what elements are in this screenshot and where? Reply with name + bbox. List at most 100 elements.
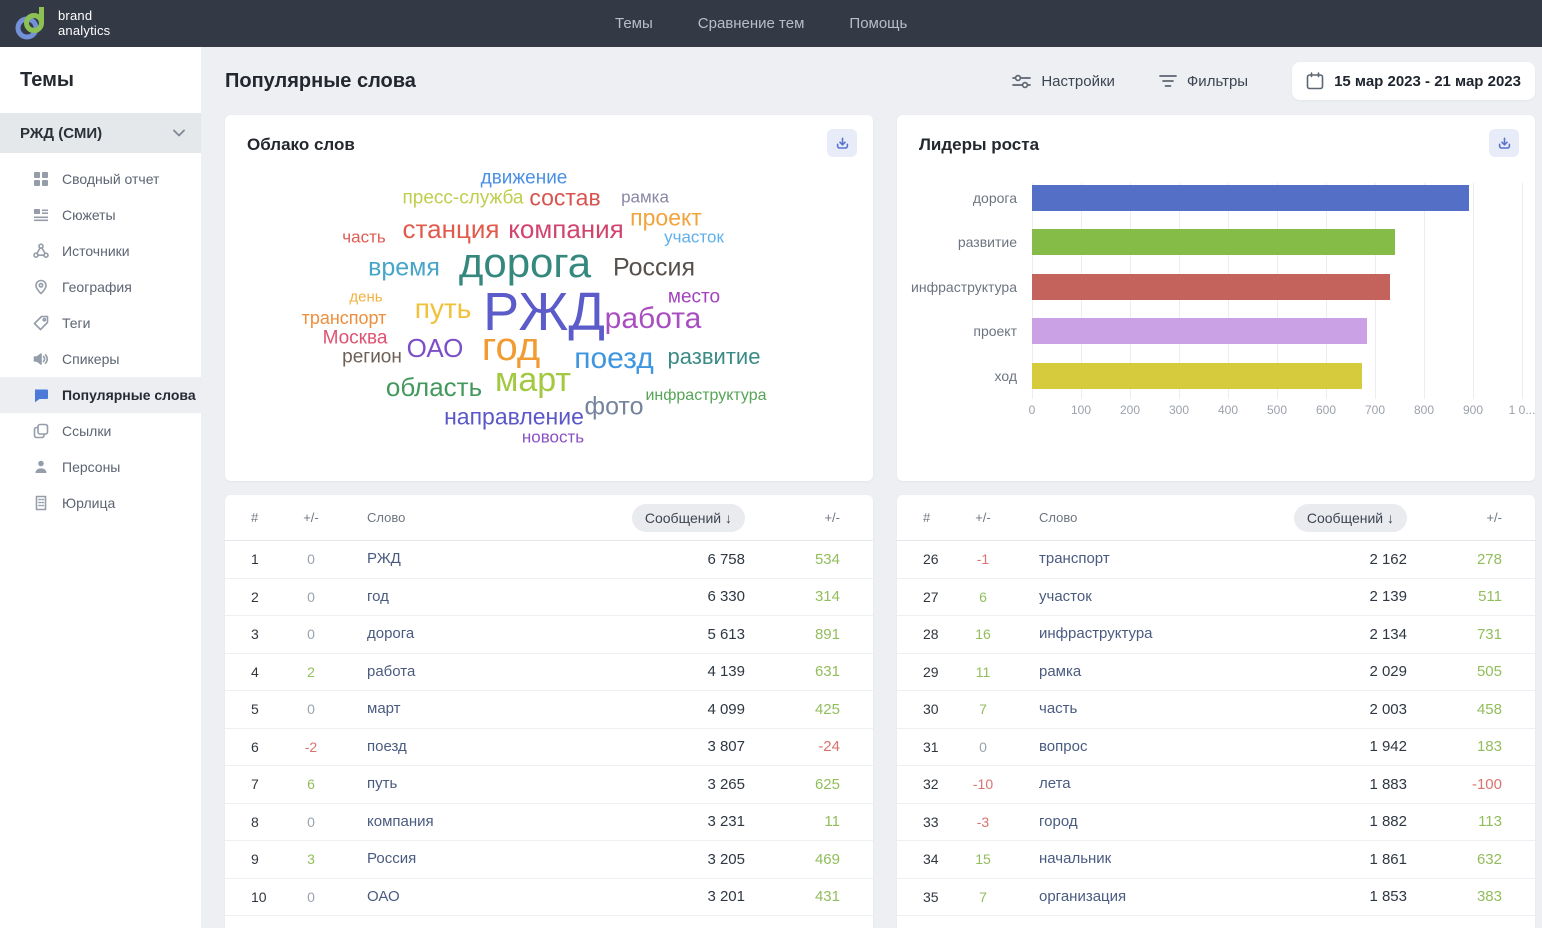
cloud-word[interactable]: дорога xyxy=(458,239,592,286)
cloud-word[interactable]: проект xyxy=(630,204,702,231)
brand-logo-icon xyxy=(13,6,49,42)
bar-ход[interactable] xyxy=(1032,363,1362,389)
cloud-word[interactable]: часть xyxy=(342,227,386,247)
date-range-picker[interactable]: 15 мар 2023 - 21 мар 2023 xyxy=(1292,62,1535,100)
cloud-word[interactable]: работа xyxy=(604,302,702,335)
sort-by-messages-button[interactable]: Сообщений ↓ xyxy=(631,503,745,532)
bar-инфраструктура[interactable] xyxy=(1032,274,1391,300)
cloud-word[interactable]: фото xyxy=(584,392,644,421)
bar-category-label: ход xyxy=(994,368,1018,384)
cloud-word[interactable]: место xyxy=(667,286,721,308)
word-link[interactable]: работа xyxy=(367,662,416,680)
word-link[interactable]: РЖД xyxy=(367,550,401,568)
cloud-word[interactable]: путь xyxy=(414,293,472,324)
word-link[interactable]: рамка xyxy=(1039,662,1082,680)
cloud-word[interactable]: новость xyxy=(521,427,585,447)
filters-button[interactable]: Фильтры xyxy=(1159,73,1248,90)
sources-icon xyxy=(32,243,49,260)
bar-дорога[interactable] xyxy=(1032,185,1469,211)
sidebar-item-5[interactable]: Спикеры xyxy=(0,341,201,377)
cloud-word[interactable]: компания xyxy=(508,214,624,244)
cloud-word[interactable]: участок xyxy=(664,227,724,247)
sidebar-item-3[interactable]: География xyxy=(0,269,201,305)
nav-item-2[interactable]: Помощь xyxy=(849,15,908,32)
messages-change: 314 xyxy=(814,588,840,606)
sidebar-item-9[interactable]: Юрлица xyxy=(0,485,201,521)
chevron-down-icon xyxy=(173,129,185,137)
bar-проект[interactable] xyxy=(1032,318,1368,344)
cloud-word[interactable]: ОАО xyxy=(406,333,464,363)
sidebar-item-4[interactable]: Теги xyxy=(0,305,201,341)
word-link[interactable]: поезд xyxy=(367,737,407,755)
settings-button[interactable]: Настройки xyxy=(1012,73,1115,90)
rank-delta: -1 xyxy=(976,551,990,568)
bar-развитие[interactable] xyxy=(1032,229,1396,255)
settings-sliders-icon xyxy=(1012,73,1032,90)
cloud-word[interactable]: состав xyxy=(529,184,601,211)
word-link[interactable]: начальник xyxy=(1039,850,1112,868)
cloud-word[interactable]: пресс-служба xyxy=(402,187,524,209)
cloud-word[interactable]: РЖД xyxy=(483,282,605,342)
cloud-word[interactable]: инфраструктура xyxy=(645,387,767,404)
nav-item-1[interactable]: Сравнение тем xyxy=(697,15,805,32)
cloud-word[interactable]: Россия xyxy=(613,253,695,282)
sidebar-item-7[interactable]: Ссылки xyxy=(0,413,201,449)
sidebar-item-6[interactable]: Популярные слова xyxy=(0,377,201,413)
cloud-word[interactable]: год xyxy=(481,325,541,369)
sidebar-item-8[interactable]: Персоны xyxy=(0,449,201,485)
topic-selector[interactable]: РЖД (СМИ) xyxy=(0,113,201,153)
cloud-word[interactable]: направление xyxy=(444,403,584,430)
word-link[interactable]: организация xyxy=(1039,887,1127,905)
messages-count: 6 330 xyxy=(707,588,745,606)
table-row: 26 -1 транспорт 2 162 278 xyxy=(897,541,1535,579)
cloud-word[interactable]: рамка xyxy=(621,187,669,207)
word-link[interactable]: дорога xyxy=(367,625,415,643)
rank-delta: 0 xyxy=(307,626,315,643)
rank-delta: 7 xyxy=(979,888,987,905)
cloud-word[interactable]: движение xyxy=(480,167,568,189)
download-button[interactable] xyxy=(1489,129,1519,157)
word-link[interactable]: год xyxy=(367,587,389,605)
rank-delta: 3 xyxy=(307,851,315,868)
sidebar-item-2[interactable]: Источники xyxy=(0,233,201,269)
nav-item-0[interactable]: Темы xyxy=(615,15,653,32)
cloud-word[interactable]: развитие xyxy=(667,344,761,369)
word-link[interactable]: инфраструктура xyxy=(1039,625,1153,643)
word-link[interactable]: март xyxy=(367,700,401,718)
messages-count: 2 134 xyxy=(1369,625,1407,643)
word-link[interactable]: часть xyxy=(1039,700,1078,718)
messages-count: 3 807 xyxy=(707,738,745,756)
sidebar-item-1[interactable]: Сюжеты xyxy=(0,197,201,233)
x-axis-tick-label: 0 xyxy=(1028,403,1036,417)
brand-analytics-logo[interactable]: brand analytics xyxy=(0,6,110,42)
word-link[interactable]: Россия xyxy=(367,850,417,868)
cloud-word[interactable]: регион xyxy=(342,346,402,368)
table-row: 30 7 часть 2 003 458 xyxy=(897,691,1535,729)
word-link[interactable]: компания xyxy=(367,812,434,830)
messages-change: -24 xyxy=(818,738,840,756)
word-link[interactable]: вопрос xyxy=(1039,737,1088,755)
word-link[interactable]: транспорт xyxy=(1039,550,1110,568)
sidebar-item-0[interactable]: Сводный отчет xyxy=(0,161,201,197)
download-button[interactable] xyxy=(827,129,857,157)
cloud-word[interactable]: Москва xyxy=(322,327,388,349)
cloud-word[interactable]: станция xyxy=(402,214,500,244)
word-link[interactable]: ОАО xyxy=(367,887,400,905)
rank-value: 33 xyxy=(923,813,939,830)
cloud-word[interactable]: время xyxy=(368,253,440,282)
word-link[interactable]: путь xyxy=(367,775,398,793)
rank-delta: 11 xyxy=(975,663,991,680)
word-link[interactable]: город xyxy=(1039,812,1078,830)
word-link[interactable]: участок xyxy=(1039,587,1092,605)
cloud-word[interactable]: область xyxy=(385,372,483,402)
cloud-word[interactable]: транспорт xyxy=(301,308,387,328)
cloud-word[interactable]: поезд xyxy=(574,342,654,375)
x-axis-tick-label: 900 xyxy=(1462,403,1484,417)
cloud-word[interactable]: день xyxy=(349,288,383,306)
cloud-word[interactable]: март xyxy=(494,361,572,399)
brand-logo-text: brand analytics xyxy=(58,7,111,38)
col-delta: +/- xyxy=(303,510,319,525)
sort-by-messages-button[interactable]: Сообщений ↓ xyxy=(1293,503,1407,532)
rank-value: 28 xyxy=(923,626,939,643)
word-link[interactable]: лета xyxy=(1039,775,1071,793)
